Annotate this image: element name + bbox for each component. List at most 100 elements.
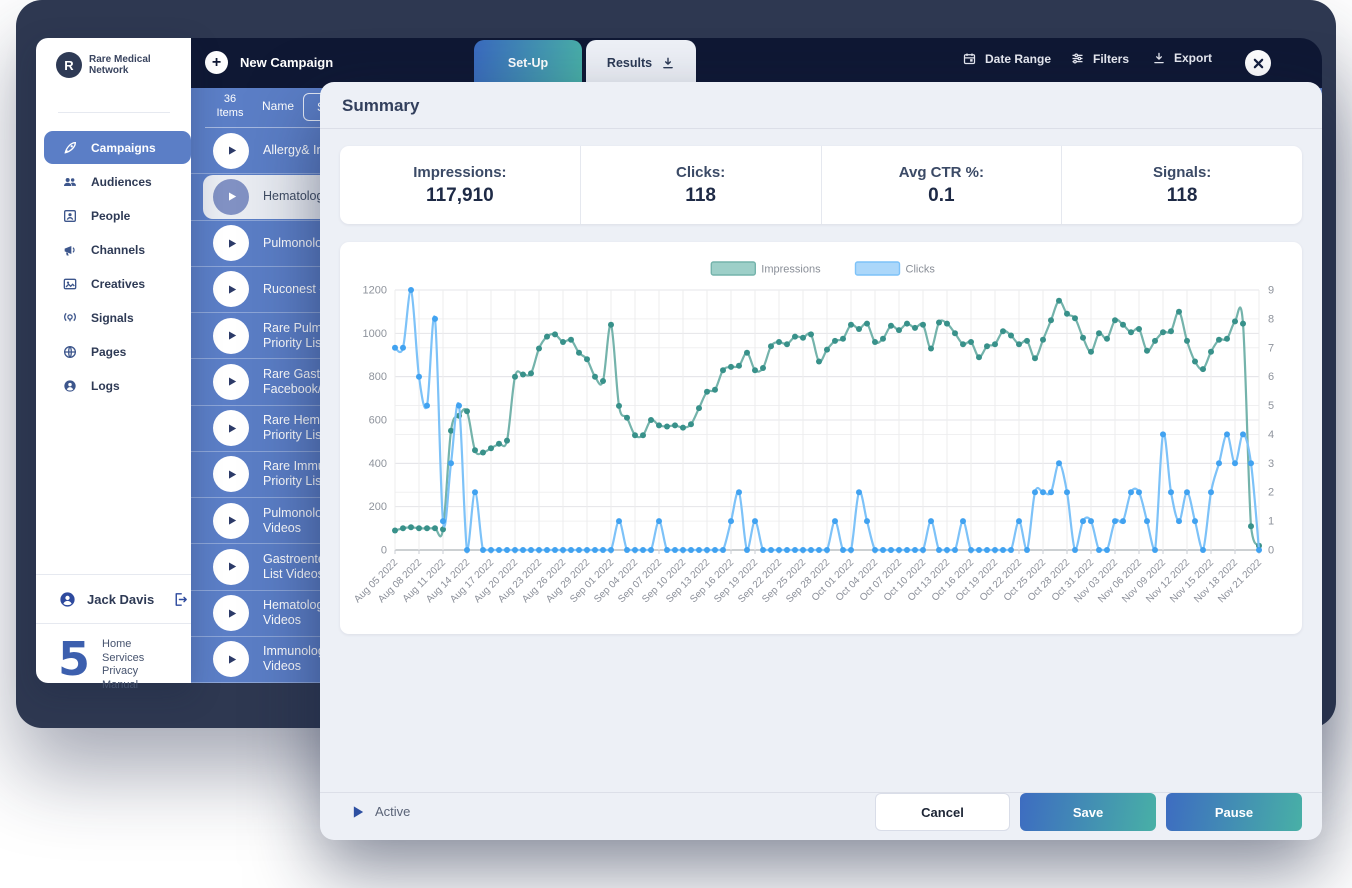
play-button[interactable]	[213, 225, 249, 262]
globe-icon	[62, 344, 78, 360]
svg-text:5: 5	[1268, 400, 1274, 412]
stat-avg-ctr: Avg CTR %: 0.1	[822, 146, 1063, 224]
svg-text:8: 8	[1268, 313, 1274, 325]
close-button[interactable]	[1245, 50, 1271, 76]
footer-link-manual[interactable]: Manual	[102, 678, 139, 691]
svg-text:1000: 1000	[363, 328, 387, 340]
active-play-icon	[353, 805, 364, 818]
calendar-icon	[962, 51, 977, 66]
play-icon	[228, 609, 236, 618]
svg-text:6: 6	[1268, 371, 1274, 383]
play-button[interactable]	[213, 548, 249, 585]
sidebar-item-pages[interactable]: Pages	[44, 335, 191, 368]
contact-card-icon	[62, 208, 78, 224]
svg-text:1200: 1200	[363, 285, 387, 297]
play-icon	[228, 331, 236, 340]
play-icon	[228, 424, 236, 433]
save-button[interactable]: Save	[1020, 793, 1156, 831]
play-icon	[228, 192, 236, 201]
sidebar-item-people[interactable]: People	[44, 199, 191, 232]
play-button[interactable]	[213, 410, 249, 447]
pause-button[interactable]: Pause	[1166, 793, 1302, 831]
download-icon	[661, 56, 675, 70]
play-icon	[228, 239, 236, 248]
campaign-name: Immunology Videos	[263, 644, 332, 674]
user-account[interactable]: Jack Davis	[58, 590, 189, 609]
logout-icon[interactable]	[172, 591, 189, 608]
sidebar-item-logs[interactable]: Logs	[44, 369, 191, 402]
campaign-name: Pulmonology	[263, 235, 336, 250]
play-icon	[228, 516, 236, 525]
plus-icon: +	[205, 51, 228, 74]
svg-text:200: 200	[369, 501, 387, 513]
sidebar-item-campaigns[interactable]: Campaigns	[44, 131, 191, 164]
image-icon	[62, 276, 78, 292]
cancel-button[interactable]: Cancel	[875, 793, 1010, 831]
new-campaign-button[interactable]: + New Campaign	[205, 51, 333, 74]
sidebar-item-signals[interactable]: Signals	[44, 301, 191, 334]
footer-logo: 5	[58, 632, 91, 686]
brand: R Rare Medical Network	[56, 52, 169, 78]
brand-logo-icon: R	[56, 52, 82, 78]
megaphone-icon	[62, 242, 78, 258]
modal-title: Summary	[342, 96, 420, 115]
tab-results[interactable]: Results	[586, 40, 696, 86]
new-campaign-label: New Campaign	[240, 55, 334, 70]
play-button[interactable]	[213, 595, 249, 632]
play-button[interactable]	[213, 132, 249, 169]
svg-text:2: 2	[1268, 487, 1274, 499]
stat-clicks: Clicks: 118	[581, 146, 822, 224]
svg-text:4: 4	[1268, 429, 1274, 441]
sidebar-item-audiences[interactable]: Audiences	[44, 165, 191, 198]
stat-signals: Signals: 118	[1152, 163, 1212, 206]
tab-set-up[interactable]: Set-Up	[474, 40, 582, 86]
sidebar-item-channels[interactable]: Channels	[44, 233, 191, 266]
svg-text:800: 800	[369, 371, 387, 383]
export-download-icon	[1152, 51, 1166, 65]
svg-text:0: 0	[1268, 545, 1274, 557]
items-count: 36 Items	[216, 93, 244, 119]
sidebar-item-creatives[interactable]: Creatives	[44, 267, 191, 300]
play-button[interactable]	[213, 641, 249, 678]
sidebar: R Rare Medical Network Campaigns Audienc…	[36, 38, 191, 691]
play-button[interactable]	[213, 271, 249, 308]
svg-text:9: 9	[1268, 285, 1274, 297]
footer-link-privacy[interactable]: Privacy	[102, 665, 139, 677]
play-button[interactable]	[213, 317, 249, 354]
filters-button[interactable]: Filters	[1070, 51, 1129, 66]
play-icon	[228, 562, 236, 571]
play-button[interactable]	[213, 502, 249, 539]
svg-text:3: 3	[1268, 458, 1274, 470]
play-icon	[228, 285, 236, 294]
date-range-button[interactable]: Date Range	[962, 51, 1051, 66]
play-button[interactable]	[213, 456, 249, 493]
play-button[interactable]	[213, 178, 249, 215]
campaign-status: Active	[352, 804, 410, 819]
sidebar-footer: 5 Home Services Privacy Manual	[58, 632, 145, 692]
svg-text:400: 400	[369, 458, 387, 470]
export-button[interactable]: Export	[1152, 51, 1212, 65]
topbar	[191, 38, 1322, 88]
status-label: Active	[375, 804, 411, 819]
footer-link-home[interactable]: Home	[102, 638, 132, 650]
close-icon	[1253, 58, 1264, 69]
play-icon	[228, 146, 236, 155]
chart-card: 0 1 2 3 4 5 6 7 8 9 0 200 400 600 800 1000 1200 Aug 05 20…	[340, 242, 1302, 634]
svg-text:0: 0	[381, 545, 387, 557]
svg-text:Clicks: Clicks	[906, 264, 936, 276]
campaign-name: Hematology	[263, 189, 330, 204]
svg-text:7: 7	[1268, 342, 1274, 354]
user-icon	[58, 590, 77, 609]
play-icon	[228, 655, 236, 664]
impressions-clicks-chart: 0 1 2 3 4 5 6 7 8 9 0 200 400 600 800 1000 1200 Aug 05 20…	[345, 248, 1297, 628]
stat-impressions: Impressions: 117,910	[340, 146, 581, 224]
footer-link-services[interactable]: Services	[102, 651, 145, 664]
filters-icon	[1070, 51, 1085, 66]
play-icon	[228, 377, 236, 386]
play-button[interactable]	[213, 363, 249, 400]
play-icon	[228, 470, 236, 479]
people-group-icon	[62, 174, 78, 190]
summary-modal: Summary Impressions: 117,910 Clicks: 118…	[320, 82, 1322, 840]
user-name: Jack Davis	[87, 592, 155, 607]
campaign-name: Pulmonology Videos	[263, 505, 336, 535]
